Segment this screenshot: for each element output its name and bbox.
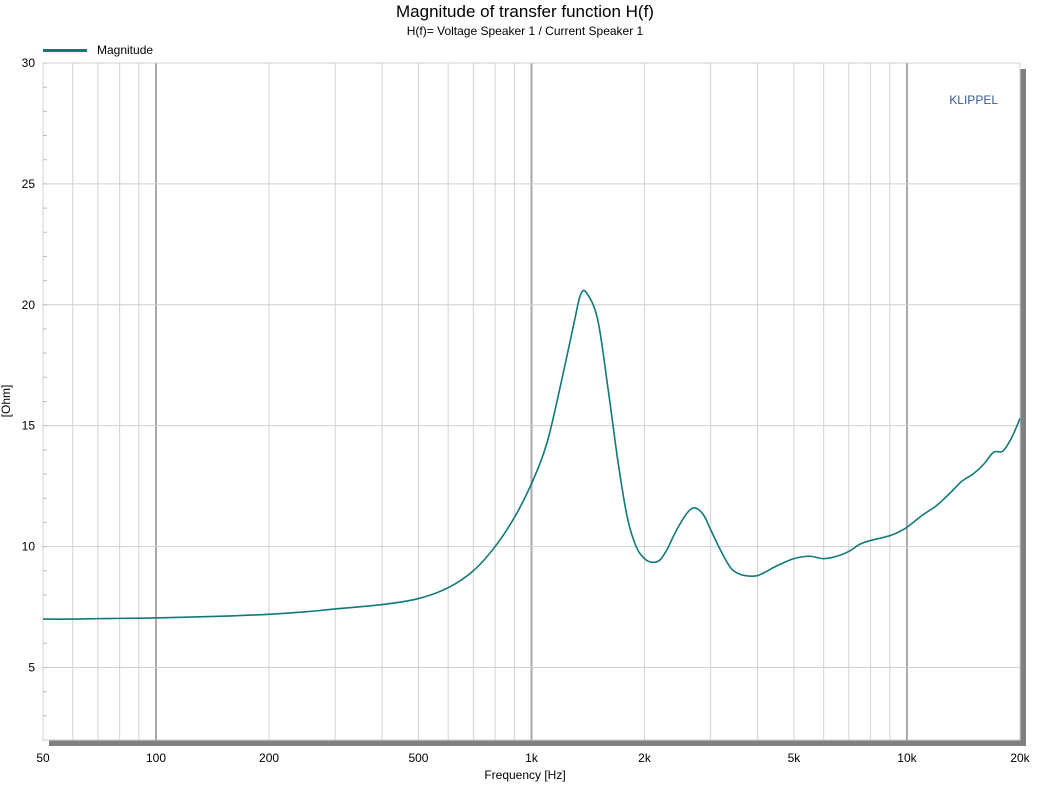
legend-label: Magnitude: [97, 43, 154, 57]
x-tick-label: 100: [146, 751, 166, 765]
magnitude-series-line: [42, 289, 1021, 620]
chart-title: Magnitude of transfer function H(f): [396, 2, 654, 21]
x-tick-label: 500: [408, 751, 428, 765]
x-tick-label: 1k: [525, 751, 539, 765]
y-tick-label: 10: [22, 540, 36, 554]
watermark: KLIPPEL: [949, 93, 998, 107]
y-tick-label: 30: [22, 56, 36, 70]
x-tick-label: 200: [259, 751, 279, 765]
y-axis-label: [Ohm]: [0, 384, 13, 418]
x-tick-label: 50: [36, 751, 50, 765]
legend-swatch: [43, 48, 87, 52]
x-tick-label: 2k: [638, 751, 652, 765]
y-tick-label: 15: [22, 419, 36, 433]
x-axis-label: Frequency [Hz]: [484, 768, 566, 782]
y-tick-label: 25: [22, 177, 36, 191]
x-tick-label: 5k: [788, 751, 802, 765]
chart-subtitle: H(f)= Voltage Speaker 1 / Current Speake…: [406, 24, 644, 38]
x-tick-label: 20k: [1010, 751, 1030, 765]
y-tick-label: 5: [28, 660, 35, 674]
legend: Magnitude: [43, 43, 153, 57]
y-tick-label: 20: [22, 298, 36, 312]
x-tick-label: 10k: [897, 751, 917, 765]
